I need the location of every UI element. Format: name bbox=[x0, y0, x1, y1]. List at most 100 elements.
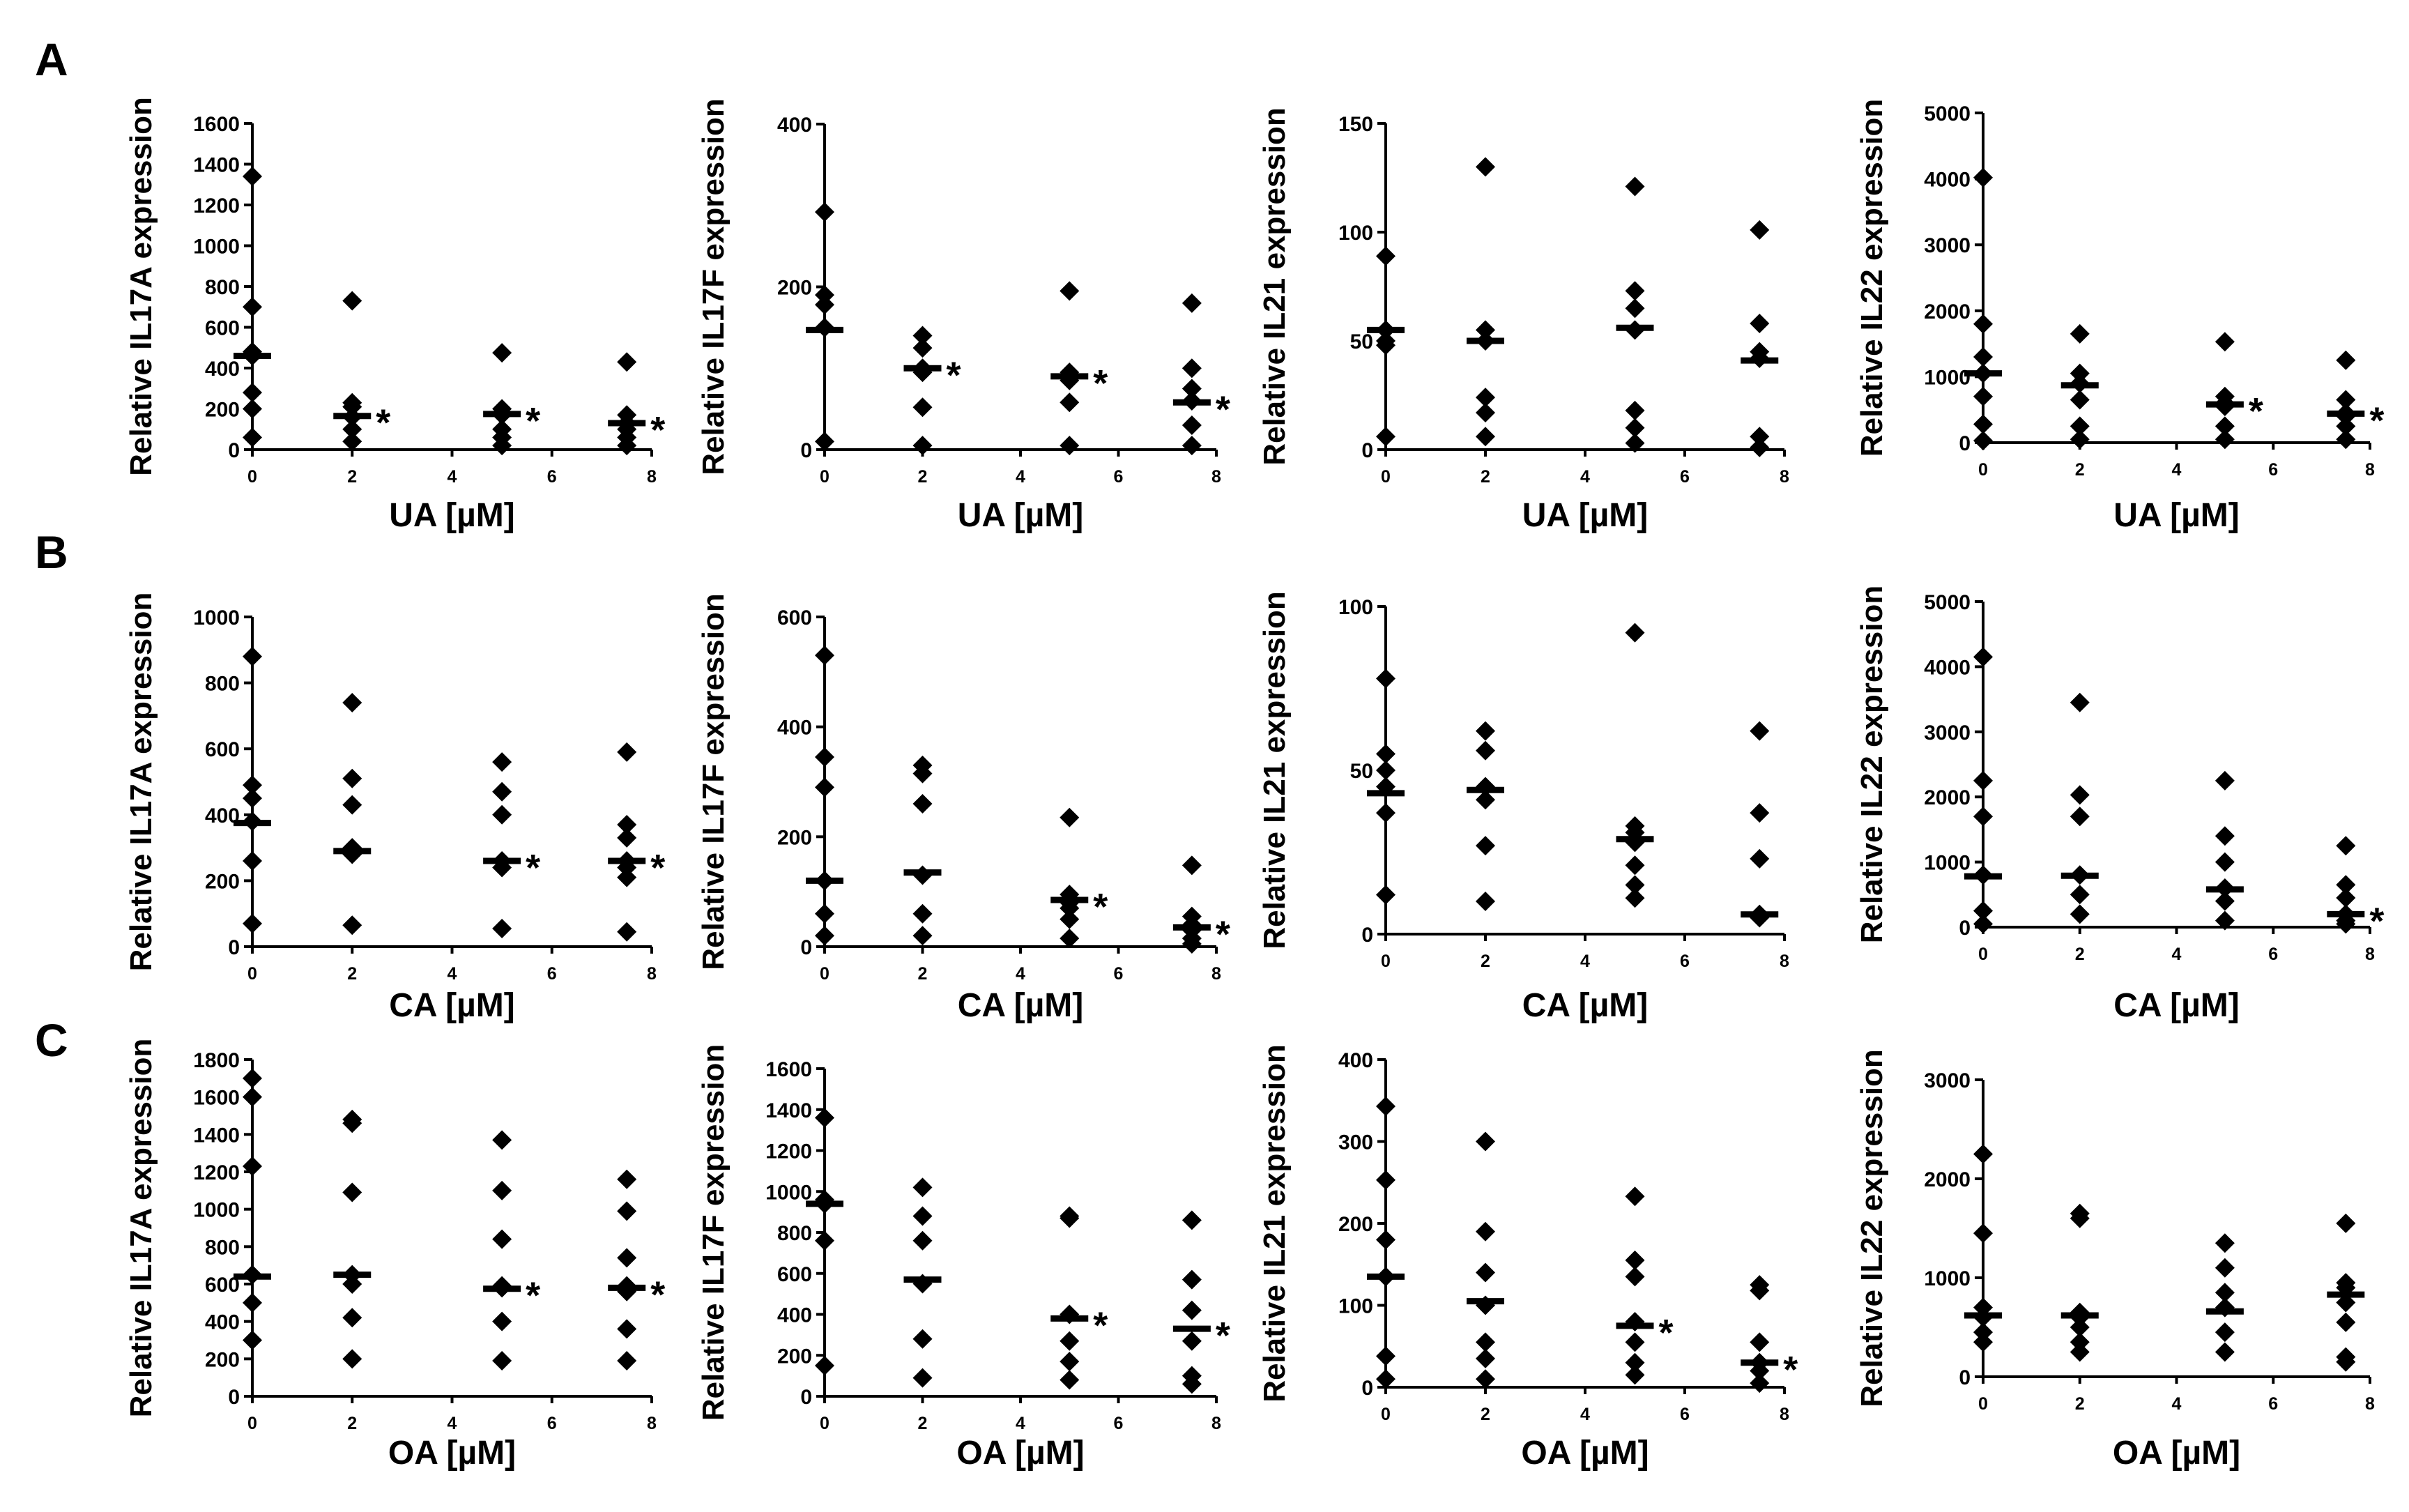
data-point bbox=[1376, 1096, 1395, 1116]
data-point bbox=[1750, 437, 1770, 457]
data-point bbox=[2336, 887, 2356, 908]
data-point bbox=[1973, 414, 1993, 434]
y-tick-label: 600 bbox=[777, 1263, 812, 1286]
y-tick-label: 1600 bbox=[193, 1087, 240, 1110]
data-point bbox=[1376, 885, 1395, 905]
data-point bbox=[912, 436, 933, 456]
data-point bbox=[2215, 429, 2235, 450]
data-point bbox=[2070, 429, 2090, 450]
y-tick-label: 200 bbox=[777, 277, 812, 300]
x-tick-label: 6 bbox=[1114, 964, 1124, 984]
data-point bbox=[1060, 392, 1080, 413]
data-point bbox=[1181, 379, 1202, 399]
data-point bbox=[2336, 390, 2356, 410]
data-point bbox=[1376, 1369, 1395, 1389]
y-tick-label: 1200 bbox=[193, 1161, 240, 1184]
data-point bbox=[815, 295, 834, 315]
data-point bbox=[912, 1206, 933, 1226]
x-tick-label: 8 bbox=[1780, 952, 1789, 971]
x-tick-label: 0 bbox=[247, 1414, 257, 1433]
y-tick-label: 1000 bbox=[1924, 1267, 1971, 1290]
y-tick-label: 4000 bbox=[1924, 656, 1971, 679]
y-tick-label: 0 bbox=[800, 439, 812, 462]
data-point bbox=[1750, 314, 1770, 334]
data-point bbox=[1625, 855, 1645, 876]
significance-star: * bbox=[947, 354, 961, 396]
y-tick-label: 1400 bbox=[765, 1099, 812, 1122]
data-point bbox=[815, 1108, 834, 1128]
x-tick-label: 4 bbox=[2172, 460, 2182, 480]
data-point bbox=[617, 867, 637, 887]
data-point bbox=[243, 297, 262, 317]
data-point bbox=[1625, 281, 1645, 301]
x-tick-label: 2 bbox=[918, 467, 928, 487]
x-tick-label: 0 bbox=[820, 964, 829, 984]
significance-star: * bbox=[2369, 900, 2384, 942]
data-point bbox=[2070, 1208, 2090, 1228]
data-point bbox=[243, 775, 262, 795]
x-tick-label: 0 bbox=[820, 1414, 829, 1433]
data-point bbox=[342, 1274, 362, 1294]
y-tick-label: 0 bbox=[1361, 924, 1373, 947]
x-tick-label: 2 bbox=[347, 964, 357, 984]
data-point bbox=[2215, 1258, 2235, 1278]
x-tick-label: 2 bbox=[918, 964, 928, 984]
data-point bbox=[243, 427, 262, 448]
y-tick-label: 300 bbox=[1338, 1131, 1373, 1154]
data-point bbox=[1625, 298, 1645, 319]
data-point bbox=[1476, 388, 1495, 408]
y-axis-label: Relative IL17A expression bbox=[124, 97, 158, 476]
data-point bbox=[1376, 744, 1395, 764]
data-point bbox=[243, 646, 262, 666]
x-tick-label: 4 bbox=[1016, 1414, 1025, 1433]
data-point bbox=[1750, 1281, 1770, 1301]
y-tick-label: 100 bbox=[1338, 596, 1373, 619]
y-tick-label: 400 bbox=[205, 358, 240, 381]
data-point bbox=[1181, 1300, 1202, 1320]
data-point bbox=[912, 1230, 933, 1251]
data-point bbox=[2070, 1318, 2090, 1337]
data-point bbox=[1973, 770, 1993, 791]
data-point bbox=[342, 1349, 362, 1369]
data-point bbox=[1625, 400, 1645, 420]
data-point bbox=[492, 1229, 512, 1249]
x-tick-label: 0 bbox=[1978, 1394, 1988, 1414]
data-point bbox=[1476, 892, 1495, 911]
data-point bbox=[617, 827, 637, 848]
data-point bbox=[617, 1169, 637, 1189]
x-tick-label: 4 bbox=[448, 964, 457, 984]
x-tick-label: 0 bbox=[1381, 1405, 1391, 1424]
data-point bbox=[912, 1329, 933, 1349]
x-axis-label: CA [µM] bbox=[1522, 987, 1649, 1024]
data-point bbox=[342, 795, 362, 815]
data-point bbox=[815, 202, 834, 222]
y-tick-label: 50 bbox=[1350, 760, 1373, 783]
y-tick-label: 0 bbox=[1361, 1377, 1373, 1400]
x-axis-label: CA [µM] bbox=[2113, 987, 2240, 1024]
data-point bbox=[2215, 1283, 2235, 1303]
y-axis-label: Relative IL17A expression bbox=[124, 593, 158, 972]
panel-letter-c: C bbox=[35, 1014, 68, 1066]
x-tick-label: 6 bbox=[1114, 467, 1124, 487]
y-tick-label: 1600 bbox=[765, 1058, 812, 1081]
data-point bbox=[1376, 427, 1395, 447]
data-point bbox=[1376, 803, 1395, 823]
data-point bbox=[2336, 836, 2356, 856]
data-point bbox=[1625, 176, 1645, 197]
y-tick-label: 0 bbox=[1959, 432, 1971, 455]
y-tick-label: 150 bbox=[1338, 113, 1373, 136]
y-tick-label: 1800 bbox=[193, 1049, 240, 1072]
data-point bbox=[1060, 1208, 1080, 1228]
x-tick-label: 6 bbox=[1680, 952, 1690, 971]
x-tick-label: 2 bbox=[347, 467, 357, 487]
significance-star: * bbox=[1216, 1315, 1230, 1357]
y-axis-label: Relative IL21 expression bbox=[1257, 591, 1292, 949]
data-point bbox=[1060, 929, 1080, 949]
significance-star: * bbox=[650, 409, 665, 451]
y-tick-label: 400 bbox=[205, 1311, 240, 1334]
x-tick-label: 2 bbox=[2075, 460, 2085, 480]
data-point bbox=[492, 781, 512, 802]
data-point bbox=[1060, 1352, 1080, 1372]
data-point bbox=[617, 1319, 637, 1339]
data-point bbox=[243, 167, 262, 187]
